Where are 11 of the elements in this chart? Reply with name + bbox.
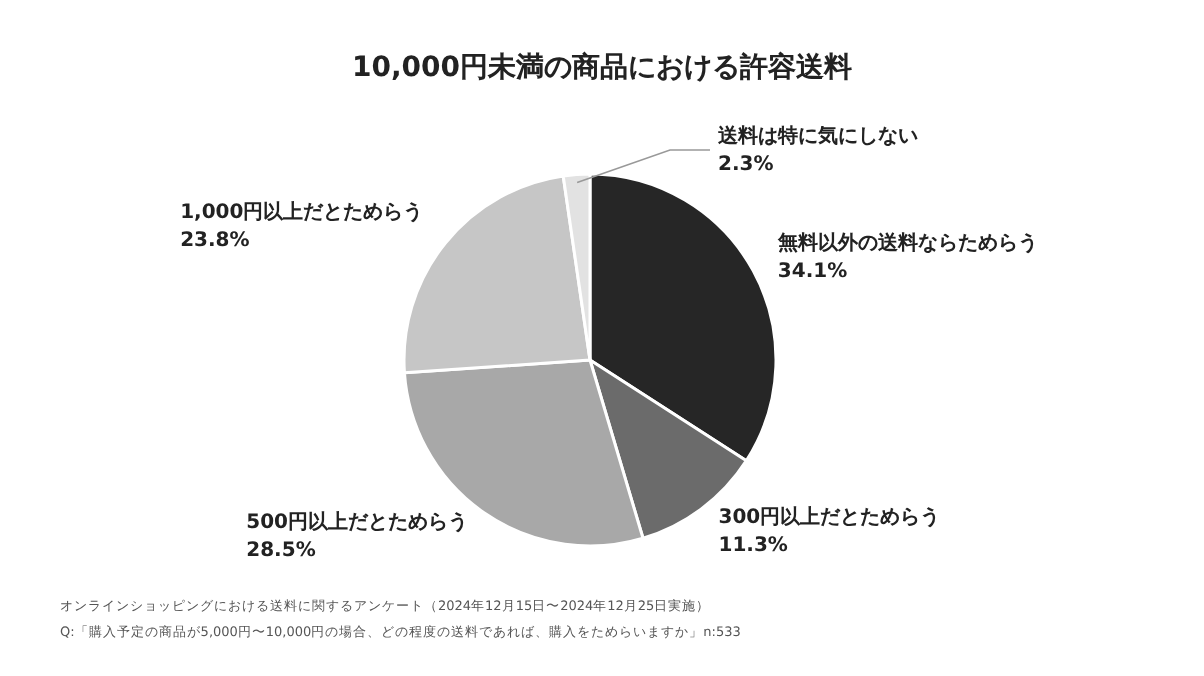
chart-title: 10,000円未満の商品における許容送料 bbox=[351, 50, 853, 84]
slice-label: 500円以上だとためらう bbox=[246, 509, 469, 534]
data-label: 28.5% bbox=[246, 539, 316, 562]
data-label: 2.3% bbox=[718, 154, 774, 176]
slice-label: 無料以外の送料ならためらう bbox=[775, 231, 1038, 256]
slice-label: 300円以上だとためらう bbox=[718, 505, 941, 530]
data-label: 11.3% bbox=[718, 535, 788, 558]
data-label: 34.1% bbox=[777, 261, 848, 284]
slice-label: 送料は特に気にしない bbox=[716, 124, 918, 148]
slice-label: 1,000円以上だとためらう bbox=[180, 199, 424, 224]
data-label: 23.8% bbox=[180, 229, 250, 252]
